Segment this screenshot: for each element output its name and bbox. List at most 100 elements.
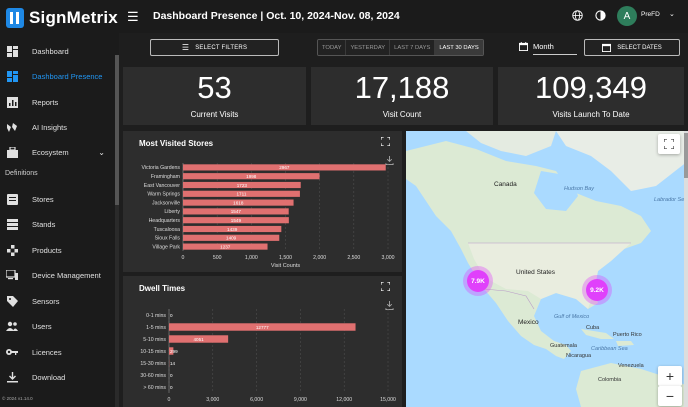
map-label-venezuela: Venezuela [618,363,644,369]
arctic-islands-landmass [466,131,556,156]
sidebar-item-products[interactable]: Products [0,239,115,261]
sidebar-item-licences[interactable]: Licences [0,341,115,363]
gulf-of-mexico-water [541,302,582,329]
sidebar-item-stores[interactable]: Stores [0,188,115,210]
bar-data-label: 1618 [233,200,244,205]
chevron-down-icon[interactable]: ⌄ [669,11,675,18]
bar [183,181,301,189]
globe-icon[interactable] [572,10,583,21]
select-dates-button[interactable]: SELECT DATES [584,39,680,56]
ecosystem-icon [6,146,18,158]
y-category-label: 15-30 mins [140,361,166,367]
hispaniola-landmass [616,341,634,346]
theme-toggle-icon[interactable] [595,10,606,21]
sidebar-scrollbar-thumb[interactable] [115,55,119,205]
bar-data-label: 0 [170,313,173,318]
user-name[interactable]: PreFD [641,11,660,18]
map-zoom-in-button[interactable]: + [658,366,682,386]
date-range-toggle: TODAY YESTERDAY LAST 7 DAYS LAST 30 DAYS [317,39,484,56]
x-tick-label: 2,500 [347,255,360,261]
stores-bar-chart: 0 500 1,000 1,500 2,000 2,500 3,000 Victoria Ga… [141,163,395,269]
panel-title: Most Visited Stores [139,139,214,148]
x-tick-label: 12,000 [336,397,352,403]
page-title: Dashboard Presence | Oct. 10, 2024-Nov. … [153,10,400,22]
chevron-down-icon[interactable]: ⌄ [98,147,105,157]
map[interactable]: Canada Hudson Bay Labrador Sea United St… [406,131,688,407]
sidebar-item-ai-insights[interactable]: AI Insights [0,116,115,138]
fullscreen-icon [664,139,674,149]
granularity-select[interactable]: Month [533,42,577,55]
sidebar-item-stands[interactable]: Stands [0,213,115,235]
sidebar-item-ecosystem[interactable]: Ecosystem ⌄ [0,141,115,163]
y-category-label: 5-10 mins [143,337,166,343]
y-category-label: Village Park [152,244,180,250]
device-icon [6,269,18,281]
sidebar-item-dashboard-presence[interactable]: Dashboard Presence [0,65,115,87]
y-category-label: Warm Springs [147,192,180,198]
kpi-value: 53 [197,70,232,105]
bar-data-label: 4051 [193,337,204,342]
sidebar-scrollbar[interactable] [115,55,119,407]
sidebar-item-dashboard[interactable]: Dashboard [0,40,115,62]
map-cluster-east[interactable]: 9.2K [586,279,608,301]
x-tick-label: 1,000 [245,255,258,261]
kpi-label: Visits Launch To Date [552,110,630,119]
us-mexico-border [483,288,535,310]
download-icon[interactable] [385,156,394,165]
sidebar-item-label: Dashboard Presence [32,71,103,81]
download-icon[interactable] [385,301,394,310]
sidebar-item-users[interactable]: Users [0,315,115,337]
bar [183,243,268,250]
sidebar-item-device-management[interactable]: Device Management [0,264,115,286]
bar [169,323,356,331]
dashboard-presence-icon [6,70,18,82]
select-filters-button[interactable]: ☰ SELECT FILTERS [150,39,279,56]
products-icon [6,244,18,256]
app-logo[interactable]: SignMetrix AI [6,6,130,30]
range-last-7-days-button[interactable]: LAST 7 DAYS [390,40,436,55]
key-icon [6,346,18,358]
menu-icon[interactable]: ☰ [127,9,139,24]
ai-insights-icon [6,121,18,133]
map-cluster-west[interactable]: 7.9K [467,270,489,292]
sidebar-item-label: Stores [32,194,54,204]
y-category-label: Liberty [164,209,180,215]
kpi-current-visits: 53 Current Visits [123,67,306,125]
y-category-label: Victoria Gardens [141,165,180,171]
sidebar-item-reports[interactable]: Reports [0,91,115,113]
y-category-label: 0-1 mins [146,313,166,319]
select-dates-label: SELECT DATES [617,44,662,51]
bar [183,173,320,180]
bar-data-label: 0 [170,373,173,378]
bar-data-label: 1549 [231,218,242,223]
bar [183,234,280,241]
map-label-caribbean-sea: Caribbean Sea [591,346,628,352]
map-scrollbar[interactable] [684,131,688,407]
bar [183,164,386,171]
map-zoom-out-button[interactable]: − [658,386,682,406]
sidebar-item-sensors[interactable]: Sensors [0,290,115,312]
top-bar: ☰ Dashboard Presence | Oct. 10, 2024-Nov… [119,0,688,33]
x-axis-label: Visit Counts [271,263,300,269]
users-icon [6,320,18,332]
map-scrollbar-thumb[interactable] [684,133,688,178]
filter-icon: ☰ [181,43,190,52]
bar [183,190,300,197]
dashboard-icon [6,45,18,57]
avatar[interactable]: A [617,6,637,26]
bar-data-label: 12777 [256,325,269,330]
x-tick-label: 15,000 [380,397,396,403]
panel-title: Dwell Times [139,284,186,293]
sidebar-item-label: AI Insights [32,122,68,132]
stores-icon [6,193,18,205]
sidebar-item-label: Reports [32,97,59,107]
y-category-label: 10-15 mins [140,349,166,355]
map-fullscreen-button[interactable] [658,134,680,154]
kpi-label: Current Visits [190,110,239,119]
range-yesterday-button[interactable]: YESTERDAY [346,40,391,55]
sidebar-item-download[interactable]: Download [0,366,115,388]
map-label-puerto-rico: Puerto Rico [613,332,642,338]
range-last-30-days-button[interactable]: LAST 30 DAYS [435,40,483,55]
range-today-button[interactable]: TODAY [318,40,347,55]
sidebar-item-label: Ecosystem [32,147,69,157]
